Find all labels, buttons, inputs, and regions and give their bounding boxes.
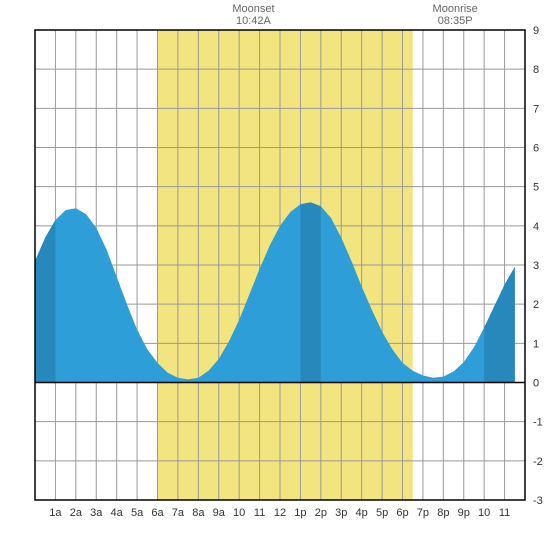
svg-text:Moonrise: Moonrise [433,3,478,15]
svg-text:1: 1 [533,338,539,350]
svg-text:6: 6 [533,143,539,155]
svg-text:9a: 9a [213,507,226,519]
svg-text:5a: 5a [131,507,144,519]
svg-text:4p: 4p [356,507,368,519]
svg-text:6a: 6a [151,507,164,519]
svg-text:3p: 3p [335,507,347,519]
svg-text:3: 3 [533,260,539,272]
svg-text:0: 0 [533,378,539,390]
svg-text:10:42A: 10:42A [236,15,272,27]
svg-text:3a: 3a [90,507,103,519]
svg-text:5p: 5p [376,507,388,519]
svg-text:2p: 2p [315,507,327,519]
svg-text:6p: 6p [396,507,408,519]
svg-text:Moonset: Moonset [232,3,274,15]
svg-text:8: 8 [533,64,539,76]
svg-text:7a: 7a [172,507,185,519]
svg-text:4: 4 [533,221,539,233]
svg-text:10: 10 [233,507,245,519]
svg-text:-1: -1 [533,417,543,429]
svg-text:2a: 2a [70,507,83,519]
svg-text:10: 10 [478,507,490,519]
svg-text:08:35P: 08:35P [438,15,473,27]
svg-text:11: 11 [254,507,265,519]
svg-text:7: 7 [533,103,539,115]
svg-text:9p: 9p [458,507,470,519]
svg-text:7p: 7p [417,507,429,519]
svg-text:1a: 1a [49,507,62,519]
svg-text:11: 11 [499,507,510,519]
svg-text:-3: -3 [533,495,543,507]
svg-text:12: 12 [274,507,286,519]
svg-text:5: 5 [533,182,539,194]
svg-text:9: 9 [533,25,539,37]
svg-text:1p: 1p [294,507,306,519]
tide-chart-svg: -3-2-101234567891a2a3a4a5a6a7a8a9a101112… [0,0,550,550]
tide-chart: -3-2-101234567891a2a3a4a5a6a7a8a9a101112… [0,0,550,550]
svg-text:-2: -2 [533,456,543,468]
svg-text:2: 2 [533,299,539,311]
svg-text:8p: 8p [437,507,449,519]
svg-text:8a: 8a [192,507,205,519]
svg-text:4a: 4a [111,507,124,519]
